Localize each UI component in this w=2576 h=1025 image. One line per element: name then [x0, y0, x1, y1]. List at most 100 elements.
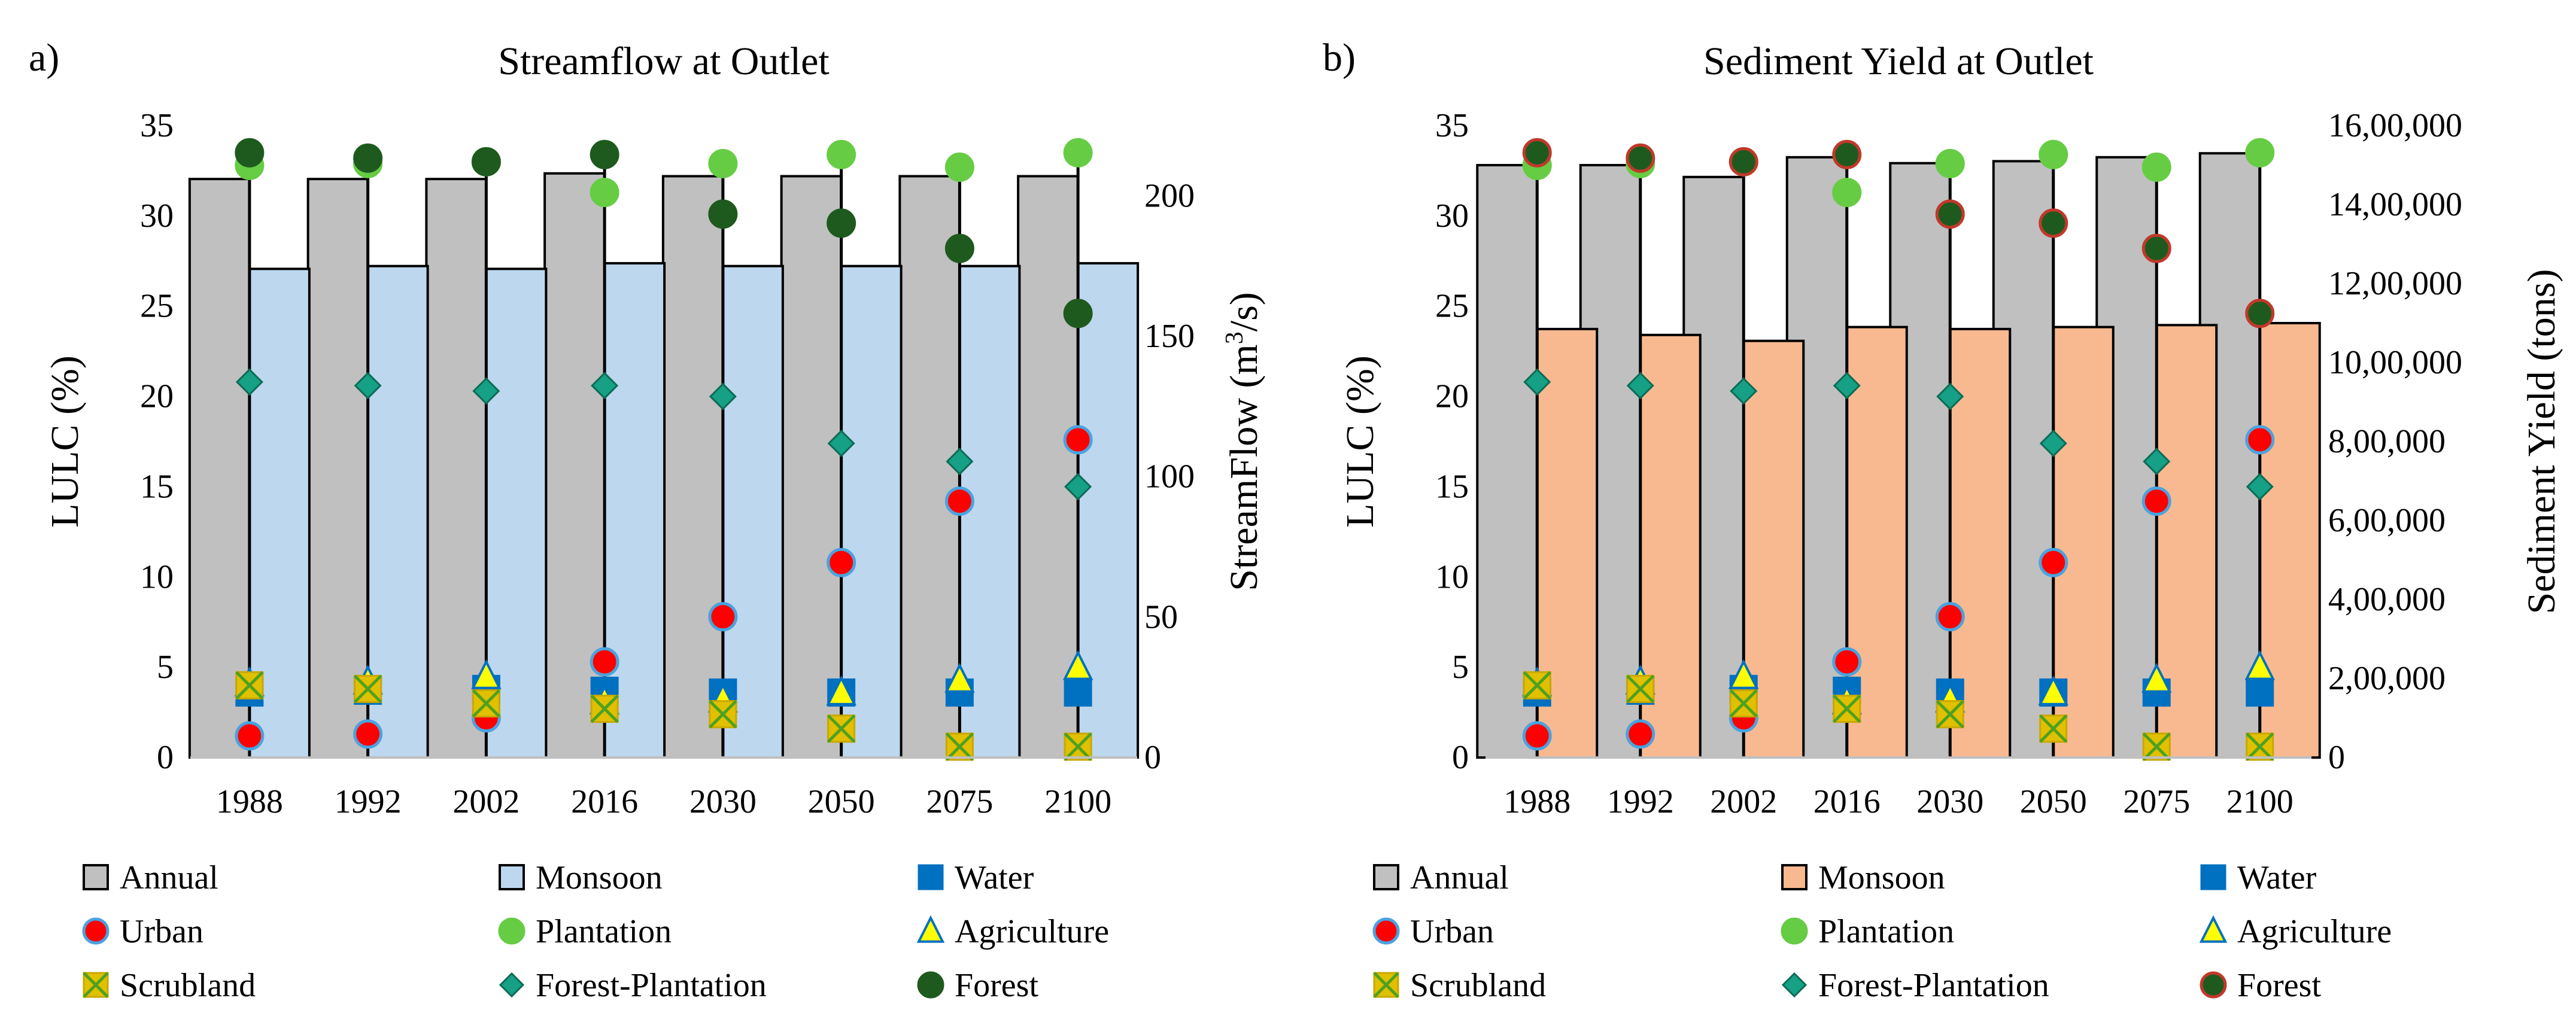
- y2-tick-label: 14,00,000: [2328, 186, 2462, 223]
- y-tick-label: 5: [1452, 649, 1469, 686]
- legend-label: Urban: [1410, 913, 1494, 950]
- legend-item-agriculture: Agriculture: [2199, 913, 2392, 950]
- point-scrubland-2002: [472, 689, 501, 718]
- y2-tick-label: 0: [2328, 739, 2345, 776]
- point-scrubland-2100-cross-b: [1064, 732, 1092, 761]
- y-tick-label: 0: [157, 739, 174, 776]
- bar-annual-2002: [425, 178, 488, 759]
- y-tick-label: 30: [1435, 197, 1469, 235]
- y2-tick-label: 4,00,000: [2328, 581, 2446, 618]
- bar-group: [188, 172, 1140, 759]
- y2-tick-label: 6,00,000: [2328, 502, 2446, 539]
- y2-axis-label-tail: /s): [1222, 292, 1266, 331]
- point-forest-2016: [590, 139, 619, 169]
- x-tick-label: 2016: [1813, 783, 1881, 820]
- point-scrubland-2030: [1936, 699, 1965, 729]
- point-urban-2100: [2245, 425, 2275, 455]
- point-plantation-2075: [944, 152, 974, 182]
- y2-axis-label: Sediment Yield (tons): [2520, 269, 2563, 615]
- x-tick-label: 2030: [689, 783, 757, 820]
- y-tick-label: 10: [1435, 558, 1469, 595]
- point-scrubland-2030: [709, 699, 737, 729]
- bar-annual-2030: [661, 175, 724, 759]
- legend-label: Monsoon: [536, 859, 663, 896]
- legend-swatch-forest: [2200, 971, 2227, 999]
- y2-tick-label: 10,00,000: [2328, 344, 2462, 381]
- x-tick-label: 2075: [926, 783, 993, 820]
- point-scrubland-2030-cross-b: [1936, 699, 1965, 729]
- point-forest-plantation-1992: [1626, 372, 1654, 400]
- point-urban-2050: [827, 548, 856, 577]
- y2-axis-label-main: StreamFlow (m: [1222, 344, 1266, 591]
- legend-swatch-plantation: [1781, 917, 1808, 945]
- point-forest-2075: [944, 233, 974, 263]
- point-urban-1988: [1522, 721, 1552, 751]
- point-forest-2050: [2039, 208, 2068, 238]
- y-tick-label: 25: [1435, 288, 1469, 325]
- point-forest-plantation-2100: [2246, 473, 2274, 501]
- point-scrubland-2002-cross-b: [1729, 689, 1758, 718]
- legend: Annual Monsoon Water Urban Plantation Agricul…: [1372, 859, 2392, 1004]
- y2-tick-label: 16,00,000: [2328, 107, 2462, 144]
- point-forest-2100: [2245, 299, 2275, 329]
- y2-tick-label: 8,00,000: [2328, 423, 2446, 460]
- legend-swatch-water: [2200, 864, 2226, 890]
- legend-swatch-agriculture: [916, 915, 945, 943]
- bar-annual-1988: [1476, 164, 1539, 759]
- y-tick-label: 35: [1435, 107, 1469, 144]
- y2-tick-label: 12,00,000: [2328, 265, 2462, 302]
- bar-annual-2075: [898, 175, 961, 759]
- point-forest-plantation-1988: [235, 368, 263, 396]
- point-agriculture-2075: [2141, 662, 2172, 693]
- point-urban-2075: [2141, 486, 2171, 516]
- point-forest-plantation-2075: [946, 448, 974, 476]
- x-tick-label: 2050: [2020, 783, 2087, 820]
- legend-item-monsoon: Monsoon: [499, 859, 663, 896]
- y-axis-label: LULC (%): [43, 355, 87, 528]
- point-agriculture-2075: [944, 662, 975, 693]
- chart-title: Streamflow at Outlet: [498, 39, 830, 83]
- point-forest-2002: [471, 147, 501, 177]
- point-urban-1992: [353, 719, 383, 749]
- point-scrubland-1992: [353, 674, 382, 704]
- y2-tick-label: 100: [1144, 458, 1195, 495]
- legend-item-forest-plantation: Forest-Plantation: [1781, 967, 2049, 1004]
- point-urban-2030: [708, 602, 738, 632]
- legend-swatch-scrubland-cross-b: [83, 972, 109, 998]
- point-scrubland-1988: [235, 671, 264, 700]
- point-water-2100: [1064, 678, 1092, 707]
- point-forest-1988: [1522, 138, 1552, 168]
- point-plantation-2030: [708, 148, 738, 178]
- point-forest-1992: [1626, 143, 1655, 173]
- point-agriculture-2050: [2038, 675, 2069, 705]
- x-tick-label: 2075: [2123, 783, 2190, 820]
- y-tick-label: 30: [140, 197, 174, 235]
- point-scrubland-2050: [827, 714, 856, 743]
- y-tick-label: 10: [140, 558, 174, 595]
- y2-axis-label-sup: 3: [1221, 331, 1248, 344]
- point-scrubland-2050-cross-b: [2039, 714, 2068, 743]
- legend-item-plantation: Plantation: [498, 913, 672, 950]
- point-forest-2100: [1063, 299, 1093, 329]
- point-plantation-2050: [827, 139, 856, 169]
- legend: Annual Monsoon Water Urban Plantation Agricul…: [82, 859, 1109, 1004]
- point-forest-plantation-2030: [709, 382, 737, 410]
- x-tick-label: 2016: [571, 783, 638, 820]
- legend-swatch-water: [918, 864, 944, 890]
- legend-item-plantation: Plantation: [1781, 913, 1954, 950]
- point-agriculture-2100: [2244, 650, 2276, 680]
- legend-label: Water: [955, 859, 1034, 896]
- point-forest-2030: [1935, 199, 1965, 229]
- point-scrubland-2016: [590, 694, 619, 723]
- panel-label: a): [29, 36, 59, 80]
- legend-label: Annual: [1410, 859, 1509, 896]
- point-plantation-2100: [2245, 138, 2275, 168]
- point-forest-2050: [827, 208, 856, 238]
- point-plantation-2050: [2039, 139, 2068, 169]
- legend-label: Forest-Plantation: [1818, 967, 2049, 1004]
- x-tick-label: 2100: [2226, 783, 2294, 820]
- x-tick-label: 1992: [335, 783, 402, 820]
- legend-item-agriculture: Agriculture: [916, 913, 1109, 950]
- y2-tick-label: 200: [1144, 177, 1195, 214]
- legend-item-forest: Forest: [917, 967, 1038, 1004]
